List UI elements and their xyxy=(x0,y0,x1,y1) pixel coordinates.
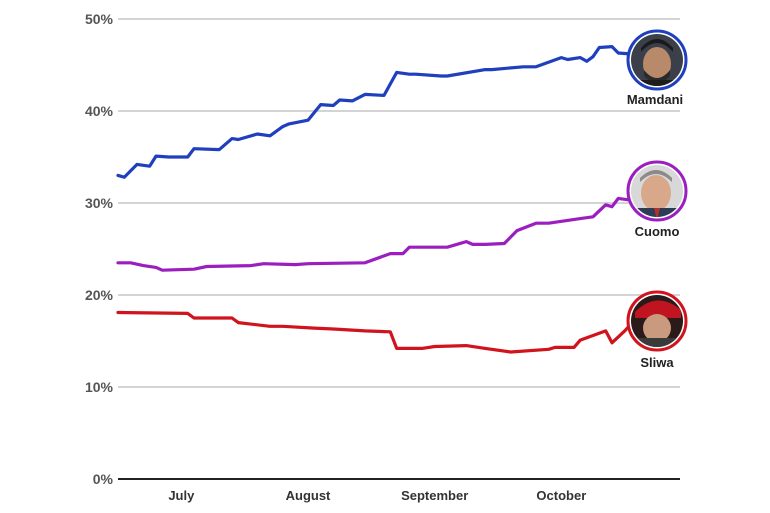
series-label-mamdani: Mamdani xyxy=(627,92,683,107)
y-tick-label: 10% xyxy=(85,379,114,395)
sliwa-portrait xyxy=(631,295,683,347)
series-line-sliwa xyxy=(116,310,652,354)
series-lines xyxy=(116,45,652,354)
x-tick-label: August xyxy=(286,488,331,503)
y-tick-label: 20% xyxy=(85,287,114,303)
series-label-cuomo: Cuomo xyxy=(635,224,680,239)
x-tick-label: September xyxy=(401,488,468,503)
x-axis-ticks: July August September October xyxy=(168,488,586,503)
candidate-marker-sliwa xyxy=(626,290,688,352)
y-tick-label: 30% xyxy=(85,195,114,211)
y-axis-ticks: 0% 10% 20% 30% 40% 50% xyxy=(85,11,114,487)
candidate-marker-cuomo xyxy=(626,160,688,222)
y-tick-label: 50% xyxy=(85,11,114,27)
mamdani-portrait xyxy=(631,34,683,86)
gridlines xyxy=(118,18,680,388)
cuomo-portrait xyxy=(631,165,683,217)
series-line-cuomo xyxy=(116,192,652,272)
series-label-sliwa: Sliwa xyxy=(640,355,674,370)
x-tick-label: July xyxy=(168,488,195,503)
series-line-mamdani xyxy=(116,45,652,179)
y-tick-label: 0% xyxy=(93,471,114,487)
x-tick-label: October xyxy=(536,488,586,503)
y-tick-label: 40% xyxy=(85,103,114,119)
candidate-marker-mamdani xyxy=(626,29,688,91)
